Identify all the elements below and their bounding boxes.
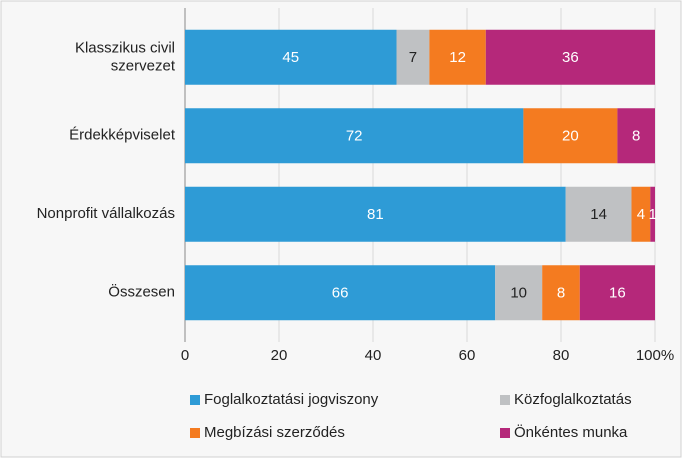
- x-tick-label: 60: [459, 347, 476, 364]
- bar-segment: [617, 108, 655, 164]
- x-tick-label: 20: [271, 347, 288, 364]
- bar-segment: [495, 265, 543, 321]
- data-label: 12: [449, 49, 466, 66]
- legend-label: Foglalkoztatási jogviszony: [204, 391, 379, 408]
- y-tick-label: Összesen: [108, 283, 175, 301]
- data-label: 81: [367, 206, 384, 223]
- data-label: 72: [346, 128, 363, 145]
- bar-segment: [650, 186, 655, 242]
- legend-swatch: [190, 428, 200, 438]
- x-tick-label: 40: [365, 347, 382, 364]
- legend-swatch: [500, 395, 510, 405]
- data-label: 36: [562, 49, 579, 66]
- bar-segment: [485, 29, 655, 85]
- y-tick-label: Klasszikus civil szervezet: [75, 39, 176, 74]
- legend-swatch: [190, 395, 200, 405]
- bar-segment: [523, 108, 618, 164]
- x-tick-label: 80: [553, 347, 570, 364]
- data-label: 14: [590, 206, 607, 223]
- x-tick-label: 0: [181, 347, 189, 364]
- legend-label: Önkéntes munka: [514, 423, 628, 441]
- data-label: 20: [562, 128, 579, 145]
- y-tick-label: Érdekképviselet: [69, 127, 176, 144]
- data-label: 45: [282, 49, 299, 66]
- legend-label: Közfoglalkoztatás: [514, 391, 632, 408]
- y-tick-label: Nonprofit vállalkozás: [37, 205, 175, 222]
- bar-segment: [185, 265, 496, 321]
- data-label: 7: [409, 49, 417, 66]
- data-label: 66: [332, 285, 349, 302]
- bar-segment: [185, 29, 397, 85]
- x-tick-label: 100%: [636, 347, 674, 364]
- legend-swatch: [500, 428, 510, 438]
- bar-segment: [631, 186, 651, 242]
- bar-segment: [185, 186, 566, 242]
- data-label: 8: [557, 285, 565, 302]
- legend-label: Megbízási szerződés: [204, 424, 345, 441]
- data-label: 10: [510, 285, 527, 302]
- bar-segment: [579, 265, 655, 321]
- bar-segment: [185, 108, 524, 164]
- bar-segment: [396, 29, 430, 85]
- bar-segment: [429, 29, 486, 85]
- bar-segment: [565, 186, 632, 242]
- data-label: 8: [632, 128, 640, 145]
- data-label: 4: [637, 206, 645, 223]
- data-label: 16: [609, 285, 626, 302]
- data-label: 1: [648, 206, 656, 223]
- bar-segment: [542, 265, 580, 321]
